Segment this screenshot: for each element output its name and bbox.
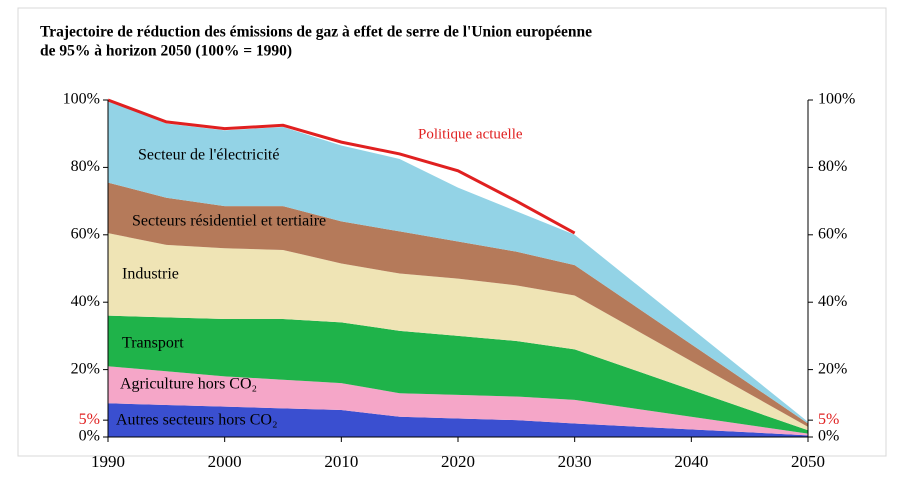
x-tick-label: 2020 <box>441 452 475 471</box>
frame <box>17 7 887 457</box>
area-label: Industrie <box>122 266 179 283</box>
y-tick-label: 80% <box>71 158 100 175</box>
area <box>108 315 808 434</box>
x-tick-label: 2000 <box>208 452 242 471</box>
area <box>108 366 808 436</box>
area <box>108 403 808 437</box>
area <box>108 100 808 424</box>
x-tick-label: 2010 <box>324 452 358 471</box>
y2-tick-label: 0% <box>818 428 839 445</box>
area-label: Secteurs résidentiel et tertiaire <box>132 213 326 230</box>
y-tick-label: 40% <box>71 293 100 310</box>
y-tick-label: 5% <box>79 411 100 428</box>
x-tick-label: 2050 <box>791 452 825 471</box>
y2-tick-label: 20% <box>818 360 847 377</box>
area-label: Agriculture hors CO₂ <box>120 376 257 393</box>
x-tick-label: 2030 <box>558 452 592 471</box>
y-tick-label: 0% <box>79 428 100 445</box>
y2-tick-label: 100% <box>818 91 855 108</box>
area-label: Transport <box>122 335 184 352</box>
y2-tick-label: 40% <box>818 293 847 310</box>
chart-title: de 95% à horizon 2050 (100% = 1990) <box>40 43 292 60</box>
x-tick-label: 2040 <box>674 452 708 471</box>
line <box>107 98 576 235</box>
area <box>108 182 808 427</box>
y-tick-label: 100% <box>63 91 100 108</box>
y2-tick-label: 5% <box>818 411 839 428</box>
x-tick-label: 1990 <box>91 452 125 471</box>
area-label: Secteur de l'électricité <box>138 147 279 164</box>
y2-tick-label: 80% <box>818 158 847 175</box>
area-label: Autres secteurs hors CO₂ <box>116 412 278 429</box>
chart-title: Trajectoire de réduction des émissions d… <box>40 24 592 41</box>
y2-tick-label: 60% <box>818 225 847 242</box>
y-tick-label: 60% <box>71 225 100 242</box>
y-tick-label: 20% <box>71 360 100 377</box>
area <box>108 233 808 431</box>
line-label: Politique actuelle <box>418 126 523 142</box>
